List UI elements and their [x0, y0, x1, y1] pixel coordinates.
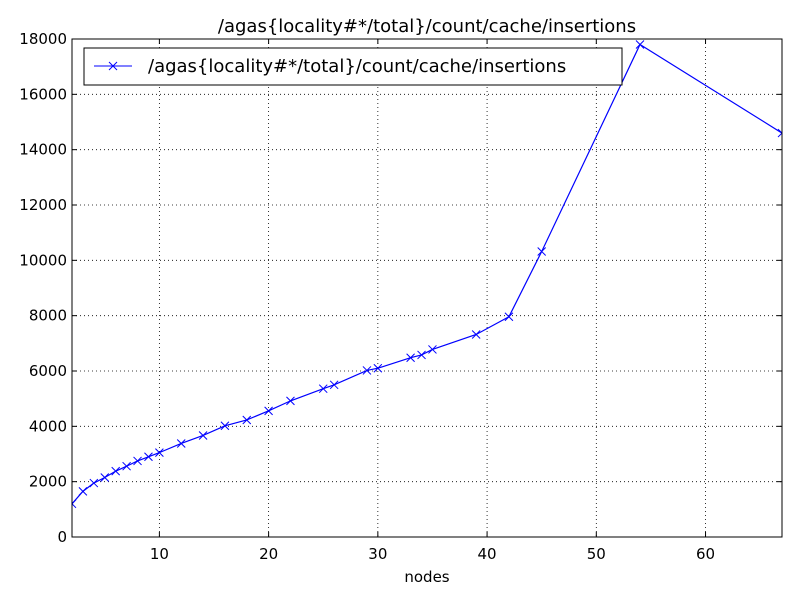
- data-point-marker: [362, 366, 372, 375]
- marker-stroke: [144, 452, 153, 462]
- y-tick-label: 2000: [29, 473, 67, 491]
- data-point-marker: [417, 350, 426, 360]
- y-tick-label: 10000: [19, 251, 67, 269]
- marker-stroke: [78, 486, 88, 496]
- data-point-marker: [72, 499, 77, 509]
- x-tick-label: 50: [587, 545, 606, 563]
- data-point-marker: [428, 345, 437, 354]
- data-point-marker: [373, 363, 383, 373]
- x-axis-label: nodes: [404, 568, 449, 586]
- legend: /agas{locality#*/total}/count/cache/inse…: [83, 47, 623, 86]
- marker-stroke: [428, 345, 437, 354]
- y-tick-label: 12000: [19, 196, 67, 214]
- marker-stroke: [72, 499, 77, 505]
- marker-stroke: [777, 132, 782, 138]
- x-tick-label: 60: [696, 545, 715, 563]
- legend-label: /agas{locality#*/total}/count/cache/inse…: [148, 56, 566, 77]
- plot-frame: [71, 38, 783, 538]
- data-point-marker: [329, 380, 339, 390]
- data-point-marker: [155, 448, 164, 457]
- marker-stroke: [471, 330, 481, 339]
- data-point-marker: [318, 384, 328, 394]
- legend-box: [83, 47, 623, 86]
- y-tick-label: 6000: [29, 362, 67, 380]
- marker-stroke: [286, 396, 295, 406]
- data-point-marker: [286, 396, 295, 406]
- marker-stroke: [108, 61, 118, 71]
- data-point-marker: [111, 466, 121, 476]
- marker-stroke: [635, 40, 645, 49]
- data-point-marker: [89, 478, 99, 488]
- data-point-marker: [133, 456, 142, 466]
- y-tick-label: 4000: [29, 417, 67, 435]
- y-tick-label: 8000: [29, 307, 67, 325]
- marker-stroke: [133, 456, 142, 466]
- marker-stroke: [777, 128, 782, 134]
- x-tick-label: 40: [478, 545, 497, 563]
- data-point-marker: [100, 473, 110, 482]
- data-point-marker: [504, 312, 514, 322]
- marker-stroke: [122, 461, 131, 471]
- data-point-marker: [176, 439, 186, 448]
- marker-stroke: [89, 478, 99, 488]
- x-tick-label: 30: [368, 545, 387, 563]
- marker-stroke: [111, 466, 121, 476]
- data-point-marker: [406, 353, 415, 363]
- marker-stroke: [329, 380, 339, 390]
- data-point-marker: [198, 431, 208, 440]
- grid-lines: [72, 39, 782, 537]
- y-tick-label: 18000: [19, 30, 67, 48]
- data-point-marker: [264, 406, 273, 416]
- marker-stroke: [373, 363, 383, 373]
- data-point-marker: [537, 247, 547, 256]
- chart-title: /agas{locality#*/total}/count/cache/inse…: [218, 16, 636, 37]
- marker-stroke: [176, 439, 186, 448]
- marker-stroke: [264, 406, 273, 416]
- y-tick-label: 0: [57, 528, 67, 546]
- marker-stroke: [504, 312, 514, 322]
- data-point-marker: [471, 330, 481, 339]
- marker-stroke: [155, 448, 164, 457]
- data-point-marker: [220, 421, 230, 431]
- x-tick-label: 10: [150, 545, 169, 563]
- marker-stroke: [220, 421, 230, 431]
- data-point-marker: [122, 461, 131, 471]
- data-point-marker: [777, 128, 782, 138]
- x-tick-label: 20: [259, 545, 278, 563]
- marker-stroke: [100, 473, 110, 482]
- legend-marker-x-icon: [108, 61, 118, 71]
- marker-stroke: [198, 431, 208, 440]
- axis-ticks: 10 20 30 40 50 60 0 2000 4000 6000 8000 10000 12000 1…: [19, 30, 782, 563]
- data-point-marker: [635, 40, 645, 49]
- marker-stroke: [72, 503, 77, 509]
- series-0: [72, 40, 782, 509]
- marker-stroke: [318, 384, 328, 394]
- y-tick-label: 14000: [19, 141, 67, 159]
- marker-stroke: [406, 353, 415, 363]
- y-tick-label: 16000: [19, 85, 67, 103]
- marker-stroke: [362, 366, 372, 375]
- data-point-marker: [242, 415, 252, 425]
- data-point-marker: [78, 486, 88, 496]
- marker-stroke: [242, 415, 252, 425]
- marker-stroke: [537, 247, 547, 256]
- marker-stroke: [417, 350, 426, 360]
- data-point-marker: [144, 452, 153, 462]
- series-layer: [72, 40, 782, 509]
